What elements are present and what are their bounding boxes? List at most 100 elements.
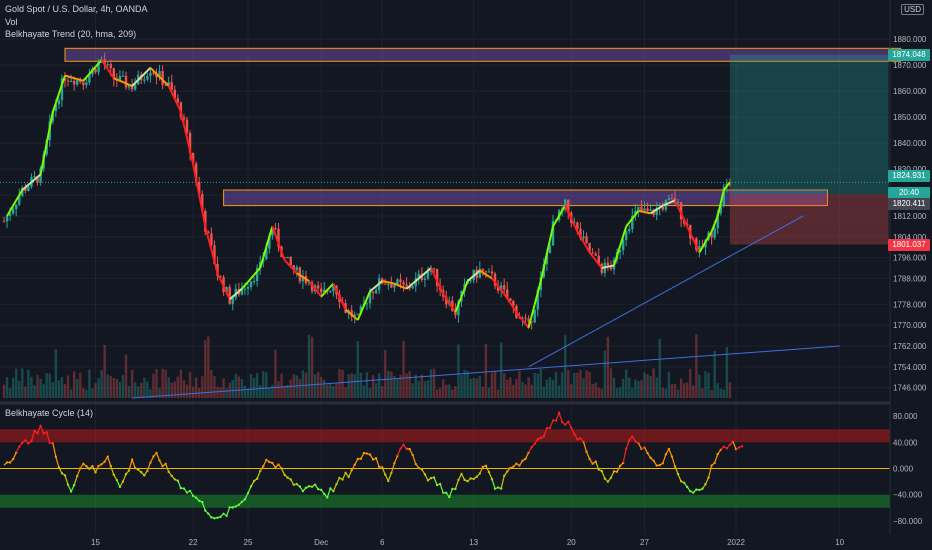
trend-segment	[265, 236, 271, 248]
candle-body	[210, 233, 213, 246]
volume-bar	[60, 377, 64, 398]
trend-segment	[253, 270, 258, 276]
volume-bar	[432, 368, 436, 398]
time-tick-label: 22	[189, 538, 198, 547]
trend-segment	[476, 269, 481, 274]
cycle-legend: Belkhayate Cycle (14)	[5, 408, 94, 418]
volume-bar	[51, 382, 54, 398]
volume-bar	[509, 377, 512, 398]
candle-body	[722, 187, 725, 206]
candle-body	[667, 198, 671, 201]
trend-segment	[542, 253, 548, 268]
cycle-segment	[707, 465, 713, 478]
trend-segment	[109, 73, 115, 79]
volume-bar	[493, 370, 497, 398]
volume-bar	[719, 388, 722, 398]
candle-body	[506, 289, 509, 299]
trend-segment	[588, 251, 594, 257]
trend-segment	[713, 215, 719, 225]
long-position[interactable]	[0, 54, 890, 245]
volume-bar	[112, 377, 115, 398]
trend-segment	[418, 275, 423, 280]
candle-body	[487, 271, 491, 273]
volume-bar	[399, 374, 402, 398]
volume-bar	[393, 375, 396, 398]
cycle-segment	[281, 468, 286, 476]
trend-segment	[665, 202, 670, 206]
volume-bar	[310, 336, 314, 398]
trend-segment	[388, 281, 392, 284]
volume-bar	[350, 373, 353, 398]
trend-segment	[76, 78, 81, 81]
trend-line	[528, 215, 804, 368]
candle-body	[72, 80, 76, 85]
trend-segment	[256, 267, 261, 273]
trend-segment	[232, 293, 237, 298]
volume-bar	[597, 387, 600, 398]
trend-segment	[51, 102, 57, 113]
candle-body	[57, 100, 61, 105]
candle-body	[27, 186, 30, 191]
trend-segment	[548, 226, 554, 241]
volume-bar	[225, 388, 228, 398]
candle-body	[564, 199, 567, 209]
volume-bar	[66, 375, 70, 398]
target-price-tag: 1874.048	[888, 48, 930, 61]
trend-segment	[653, 208, 658, 213]
trend-segment	[662, 203, 667, 207]
candle-body	[618, 250, 622, 253]
candle-body	[320, 288, 323, 293]
candle-body	[606, 262, 610, 266]
trend-segment	[698, 246, 704, 253]
trend-segment	[314, 288, 319, 294]
price-tick-label: 1778.000	[893, 300, 927, 309]
volume-bar	[359, 372, 363, 398]
volume-bar	[518, 370, 521, 398]
time-axis[interactable]: 15 22 25 Dec 6 13 20 27 2022 10	[91, 538, 845, 547]
trend-segment	[594, 259, 600, 265]
candle-body	[103, 59, 106, 65]
volume-bar	[295, 375, 298, 398]
candle-body	[390, 284, 393, 288]
price-tick-label: 1880.000	[893, 35, 927, 44]
cycle-segment	[671, 456, 676, 467]
candle-body	[112, 68, 115, 79]
candle-body	[15, 204, 18, 210]
candle-body	[374, 290, 378, 294]
candle-body	[484, 271, 488, 273]
volume-bar	[536, 373, 539, 398]
cycle-segment	[677, 473, 682, 482]
volume-bar	[39, 379, 42, 398]
volume-bar	[442, 379, 445, 398]
trend-segment	[515, 311, 521, 317]
trend-segment	[567, 211, 573, 220]
time-tick-label: 6	[380, 538, 385, 547]
trend-segment	[491, 277, 496, 283]
volume-bar	[570, 384, 573, 398]
trend-segment	[369, 288, 374, 293]
candle-body	[170, 82, 173, 90]
candle-body	[155, 73, 158, 78]
trend-segment	[683, 219, 689, 227]
volume-bar	[103, 344, 106, 398]
volume-bar	[542, 386, 546, 398]
trend-segment	[710, 223, 716, 232]
candle-body	[249, 281, 253, 288]
volume-bar	[5, 377, 9, 398]
cycle-segment	[390, 463, 395, 474]
volume-bar	[301, 370, 305, 398]
candle-body	[478, 268, 481, 278]
volume-bar	[655, 377, 658, 398]
currency-button[interactable]: USD	[901, 4, 924, 15]
time-tick-label: 10	[835, 538, 844, 547]
candle-body	[76, 79, 79, 85]
candle-body	[201, 194, 204, 211]
cycle-tick-label: 40.000	[893, 438, 918, 447]
candle-body	[85, 82, 88, 86]
trend-lines[interactable]	[132, 215, 840, 399]
trend-segment	[405, 285, 411, 290]
candle-body	[301, 276, 305, 282]
trend-segment	[576, 231, 582, 238]
trend-segment	[488, 275, 493, 280]
